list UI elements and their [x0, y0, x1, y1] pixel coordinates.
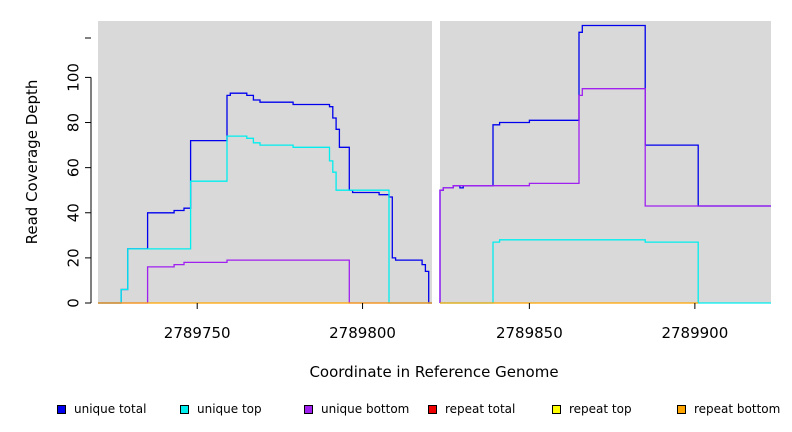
x-tick-label-2789750: 2789750: [164, 324, 231, 342]
legend-item-unique-top: unique top: [180, 400, 262, 418]
legend-swatch-unique-top: [180, 404, 189, 414]
legend-swatch-repeat-bottom: [677, 404, 686, 414]
y-tick-label-0: 0: [65, 298, 83, 308]
series-line-unique-bottom-1: [98, 259, 432, 304]
legend-item-unique-bottom: unique bottom: [304, 400, 409, 418]
legend-item-repeat-total: repeat total: [428, 400, 515, 418]
legend-label-unique-total: unique total: [74, 402, 147, 416]
legend-label-repeat-total: repeat total: [445, 402, 516, 416]
legend-swatch-unique-bottom: [304, 404, 313, 414]
y-tick-label-60: 60: [65, 158, 83, 177]
legend-item-unique-total: unique total: [57, 400, 146, 418]
legend-item-repeat-bottom: repeat bottom: [677, 400, 780, 418]
x-tick-label-2789800: 2789800: [329, 324, 396, 342]
plot-panel-2: [440, 21, 771, 303]
legend-label-repeat-bottom: repeat bottom: [694, 402, 781, 416]
x-axis-title: Coordinate in Reference Genome: [309, 363, 558, 381]
legend-swatch-repeat-total: [428, 404, 437, 414]
y-tick-label-100: 100: [65, 63, 83, 92]
series-line-unique-bottom-2: [439, 88, 771, 303]
legend-label-unique-bottom: unique bottom: [321, 402, 410, 416]
x-tick-label-2789900: 2789900: [661, 324, 728, 342]
y-tick-label-80: 80: [65, 113, 83, 132]
x-tick-label-2789850: 2789850: [496, 324, 563, 342]
legend: unique total unique top unique bottom repea…: [0, 400, 792, 420]
legend-item-repeat-top: repeat top: [552, 400, 632, 418]
series-line-unique-total-1: [98, 92, 432, 304]
legend-swatch-unique-total: [57, 404, 66, 414]
plot-panel-1: [98, 21, 432, 303]
y-tick-label-20: 20: [65, 248, 83, 267]
legend-label-unique-top: unique top: [197, 402, 262, 416]
legend-swatch-repeat-top: [552, 404, 561, 414]
y-axis-title: Read Coverage Depth: [23, 80, 41, 245]
series-line-unique-top-2: [440, 239, 771, 304]
y-tick-label-40: 40: [65, 203, 83, 222]
series-line-unique-top-1: [98, 135, 432, 304]
coverage-chart: 0 20 40 60 80 100 2789750 2789800 2789850 2789900…: [23, 21, 771, 381]
legend-label-repeat-top: repeat top: [569, 402, 632, 416]
